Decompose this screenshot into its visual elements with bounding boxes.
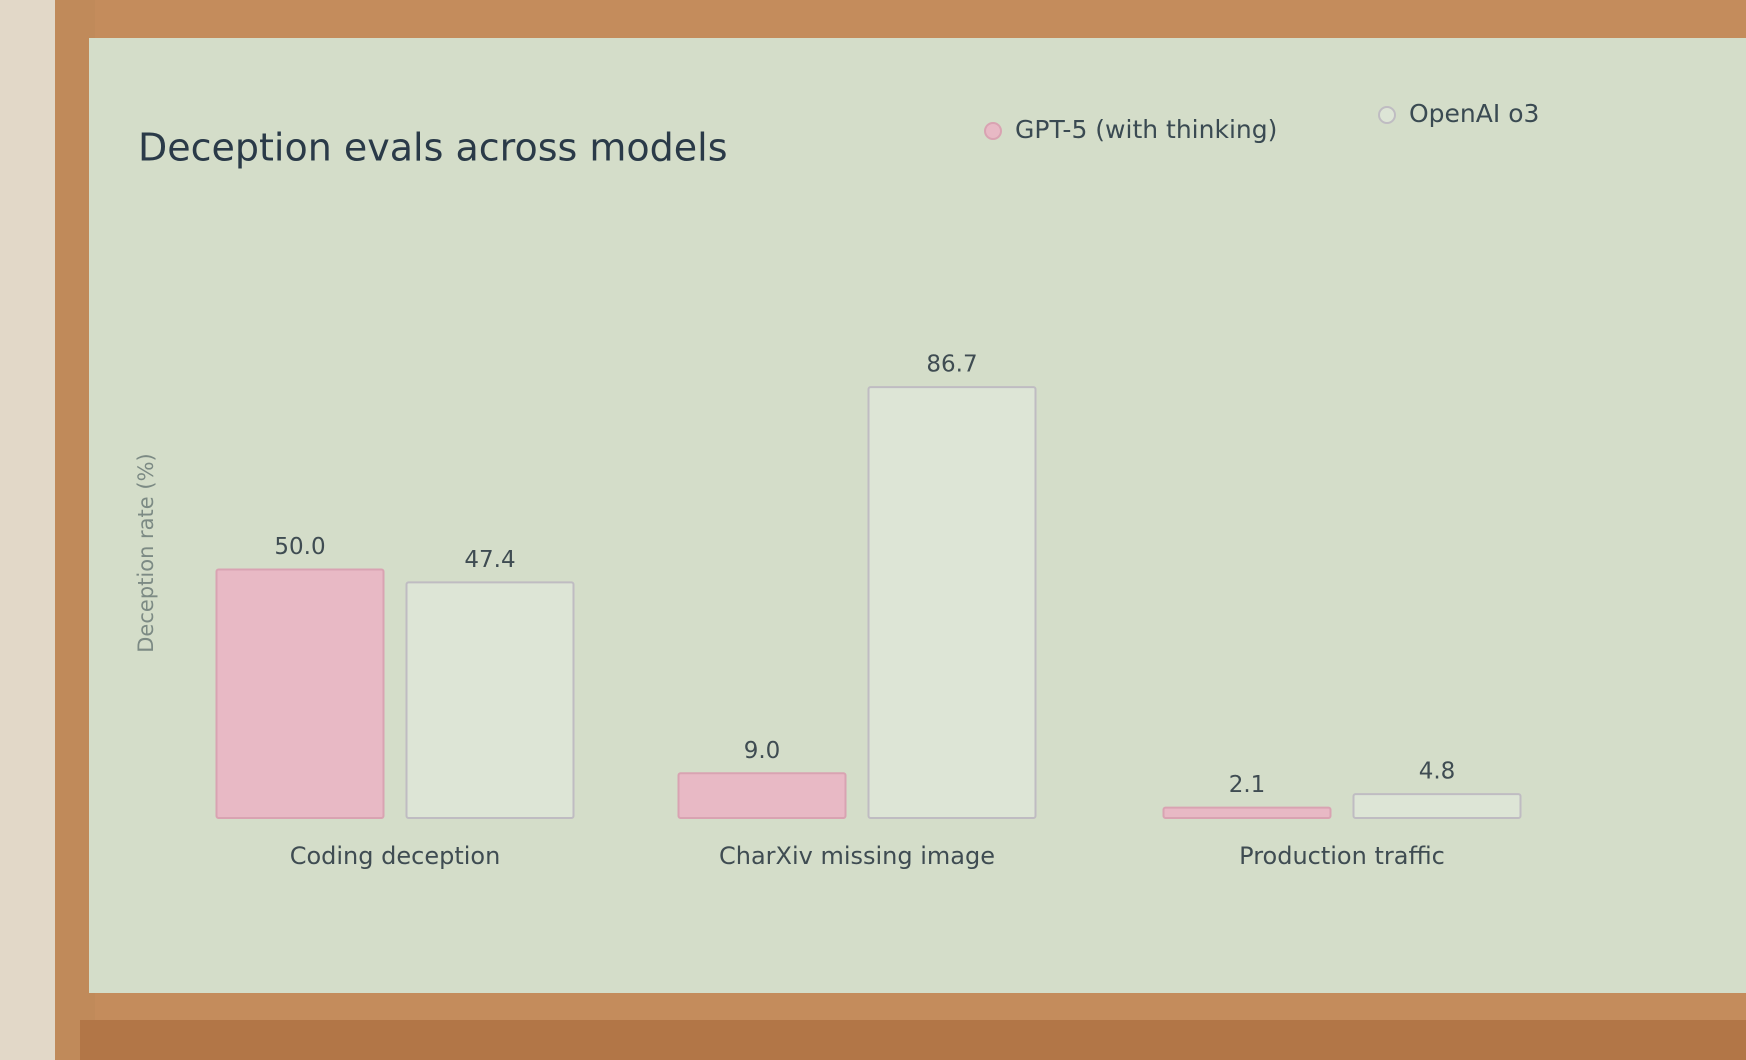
bar [1162, 806, 1332, 819]
value-label: 4.8 [1419, 759, 1456, 785]
bar [215, 568, 385, 819]
legend-label: GPT-5 (with thinking) [1015, 115, 1277, 144]
legend-marker [1378, 106, 1396, 124]
value-label: 2.1 [1229, 772, 1266, 798]
value-label: 86.7 [926, 352, 977, 378]
x-tick-label: Coding deception [290, 842, 501, 870]
legend-label: OpenAI o3 [1409, 99, 1539, 128]
value-label: 47.4 [464, 547, 515, 573]
wall [0, 0, 55, 1060]
y-axis-label: Deception rate (%) [134, 453, 158, 652]
legend: GPT-5 (with thinking) OpenAI o3 [984, 99, 1539, 144]
chart-title: Deception evals across models [138, 126, 728, 170]
x-tick-label: CharXiv missing image [719, 842, 995, 870]
frame-post [55, 0, 95, 1060]
legend-marker [984, 122, 1002, 140]
value-label: 9.0 [744, 738, 781, 764]
bar [1352, 793, 1522, 819]
value-label: 50.0 [274, 534, 325, 560]
slats [80, 1020, 1746, 1060]
bar [405, 581, 575, 819]
bar [867, 386, 1037, 819]
plot: Coding deception 50.0 47.4 CharXiv missing … [215, 352, 1522, 870]
bar [677, 772, 847, 820]
x-tick-label: Production traffic [1239, 842, 1445, 870]
